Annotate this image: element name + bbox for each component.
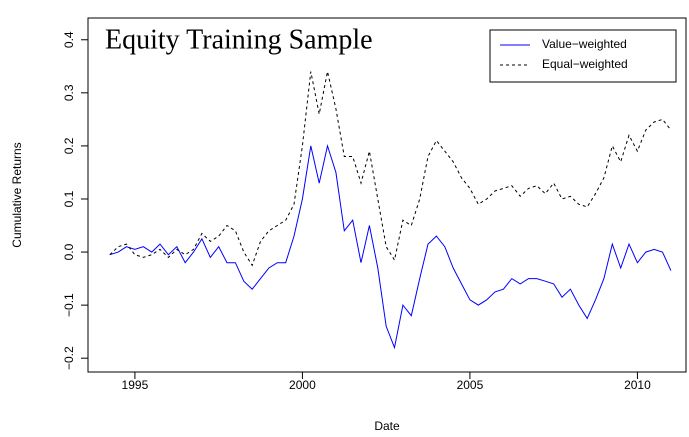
- y-tick-label: 0.4: [62, 31, 76, 48]
- y-tick-label: −0.2: [62, 346, 76, 370]
- series-line: [109, 143, 672, 350]
- x-tick-label: 2010: [624, 378, 651, 392]
- x-tick-label: 2005: [457, 378, 484, 392]
- series-line: [109, 71, 672, 267]
- y-axis-label: Cumulative Returns: [10, 142, 24, 247]
- y-tick-label: 0.2: [62, 137, 76, 154]
- legend-label: Value−weighted: [542, 37, 627, 51]
- y-tick-label: 0.1: [62, 190, 76, 207]
- legend-box: [489, 29, 677, 83]
- x-axis-label: Date: [374, 419, 400, 433]
- x-tick-label: 2000: [289, 378, 316, 392]
- y-tick-label: 0.3: [62, 84, 76, 101]
- x-tick-label: 1995: [122, 378, 149, 392]
- chart-title: Equity Training Sample: [105, 24, 373, 55]
- legend-label: Equal−weighted: [542, 57, 628, 71]
- y-tick-label: −0.1: [62, 293, 76, 317]
- y-tick-label: 0.0: [62, 243, 76, 260]
